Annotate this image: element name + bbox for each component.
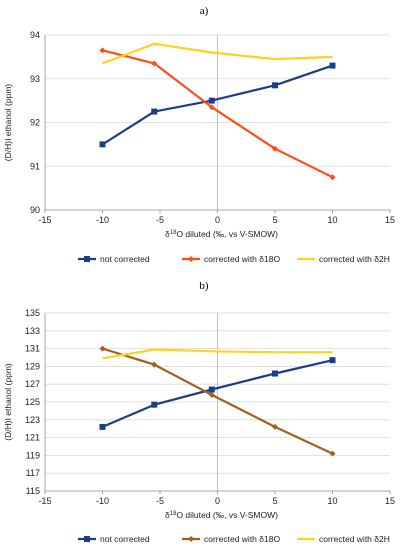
data-point-square [99, 141, 106, 148]
data-point-diamond [99, 345, 106, 352]
x-tick-label: -15 [38, 496, 51, 506]
data-point-square [272, 370, 278, 377]
data-point-square [208, 97, 215, 104]
chart-panel-b: b) 115 117 119 121 123 125 127 129 131 133 135 -15 -1… [0, 275, 409, 550]
legend-label-0: not corrected [100, 254, 150, 264]
y-tick-label: 127 [25, 379, 40, 389]
y-tick-label: 131 [25, 344, 40, 354]
legend-marker [84, 256, 90, 262]
chart-panel-a: a) 90 91 92 93 94 -15 -10 -5 0 5 10 15 (D/H)I ethanol… [3, 5, 395, 264]
x-tick-label: -5 [156, 215, 164, 225]
y-axis-label: (D/H)I ethanol (ppm) [3, 84, 13, 162]
y-tick-label: 135 [25, 308, 40, 318]
data-point-diamond [208, 391, 215, 398]
x-tick-label: 5 [272, 496, 277, 506]
y-tick-label: 123 [25, 415, 40, 425]
panel-title: a) [200, 5, 209, 17]
data-point-square [99, 423, 106, 430]
y-tick-label: 92 [30, 118, 40, 128]
x-tick-label: 10 [327, 496, 337, 506]
data-point-square [329, 62, 336, 69]
data-point-diamond [329, 450, 336, 457]
y-tick-label: 133 [25, 326, 40, 336]
legend-label-1: corrected with δ18O [204, 254, 280, 264]
legend-label-1: corrected with δ18O [204, 534, 280, 544]
x-tick-label: 5 [272, 215, 277, 225]
legend-marker [188, 256, 194, 262]
chart-a-svg: a) 90 91 92 93 94 -15 -10 -5 0 5 10 15 (D/H)I ethanol… [3, 5, 395, 264]
x-tick-label: 0 [215, 496, 220, 506]
x-tick-label: -5 [156, 496, 164, 506]
data-point-diamond [272, 423, 278, 430]
panel-title: b) [199, 280, 209, 292]
x-axis-label: δ18O diluted (‰, vs V-SMOW) [165, 510, 278, 520]
data-point-diamond [272, 145, 278, 152]
y-tick-label: 115 [26, 486, 40, 496]
legend-label-2: corrected with δ2H [319, 534, 390, 544]
data-point-diamond [99, 47, 106, 54]
y-tick-label: 94 [30, 30, 40, 40]
x-axis-label: δ18O diluted (‰, vs V-SMOW) [165, 229, 278, 239]
data-point-diamond [329, 174, 336, 181]
x-tick-label: 10 [327, 215, 337, 225]
chart-b-svg: b) 115 117 119 121 123 125 127 129 131 133 135 -15 -1… [3, 280, 395, 544]
data-point-square [151, 108, 158, 115]
data-point-diamond [151, 60, 158, 67]
x-tick-label: -15 [38, 215, 51, 225]
legend-label-2: corrected with δ2H [319, 254, 390, 264]
y-tick-label: 125 [25, 397, 40, 407]
y-axis-label: (D/H)I ethanol (ppm) [3, 363, 13, 441]
x-tick-label: -10 [96, 496, 109, 506]
series-line-2 [102, 348, 333, 360]
data-point-square [208, 386, 215, 393]
legend-marker [84, 536, 90, 542]
y-tick-label: 91 [30, 161, 40, 171]
y-tick-label: 90 [30, 205, 40, 215]
x-tick-label: 15 [385, 215, 395, 225]
legend-marker [188, 536, 194, 542]
y-tick-label: 93 [30, 74, 40, 84]
x-tick-label: -10 [96, 215, 109, 225]
x-tick-label: 15 [385, 496, 395, 506]
legend-label-0: not corrected [100, 534, 150, 544]
data-point-diamond [151, 361, 158, 368]
data-point-square [272, 82, 278, 89]
y-tick-label: 117 [26, 468, 40, 478]
data-point-square [329, 357, 336, 364]
x-tick-label: 0 [215, 215, 220, 225]
y-tick-label: 121 [25, 433, 40, 443]
data-point-diamond [208, 104, 215, 111]
y-tick-label: 129 [25, 361, 40, 371]
data-point-square [151, 401, 158, 408]
series-line-2 [102, 42, 333, 65]
y-tick-label: 119 [26, 450, 40, 460]
